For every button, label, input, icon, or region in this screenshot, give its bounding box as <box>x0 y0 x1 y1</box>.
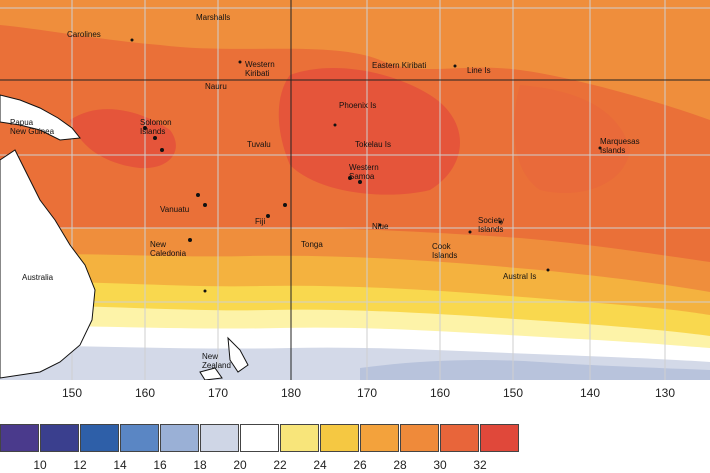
legend-swatch <box>240 424 279 452</box>
graticule <box>0 0 710 380</box>
place-label-line-is: Line Is <box>467 66 491 75</box>
lon-label: 170 <box>207 386 229 400</box>
place-label-niue: Niue <box>372 222 389 231</box>
legend-label: 16 <box>153 458 167 472</box>
place-label-austral-is: Austral Is <box>503 272 537 281</box>
legend-label: 32 <box>473 458 487 472</box>
legend-label: 26 <box>353 458 367 472</box>
island-dots <box>130 38 602 293</box>
place-label-papua-new-guinea: Papua New Guinea <box>10 118 55 136</box>
place-label-marquesas: Marquesas Islands <box>600 137 640 155</box>
legend-swatch <box>280 424 319 452</box>
place-label-australia: Australia <box>22 273 54 282</box>
sst-band-32-west <box>70 109 176 169</box>
sea-surface-temperature-map: Marshalls Carolines Western Kiribati East… <box>0 0 710 380</box>
sst-band-32-east <box>514 85 630 194</box>
legend-label: 22 <box>273 458 287 472</box>
legend-label: 24 <box>313 458 327 472</box>
legend-swatch <box>400 424 439 452</box>
new-guinea-landmass <box>0 94 81 141</box>
place-label-new-zealand: New Zealand <box>202 352 231 370</box>
place-label-nauru: Nauru <box>205 82 227 91</box>
place-label-carolines: Carolines <box>67 30 101 39</box>
temperature-legend <box>0 424 520 452</box>
australia-landmass <box>0 149 96 379</box>
legend-label: 12 <box>73 458 87 472</box>
lon-label: 180 <box>280 386 302 400</box>
place-label-solomon-islands: Solomon Islands <box>140 118 172 136</box>
legend-label: 28 <box>393 458 407 472</box>
place-label-tuvalu: Tuvalu <box>247 140 271 149</box>
new-zealand-north <box>227 336 249 373</box>
legend-label: 20 <box>233 458 247 472</box>
legend-swatch <box>120 424 159 452</box>
place-label-phoenix-is: Phoenix Is <box>339 101 377 110</box>
new-zealand-south <box>199 367 223 380</box>
legend-label: 18 <box>193 458 207 472</box>
sst-band-16 <box>360 360 710 380</box>
legend-label: 10 <box>33 458 47 472</box>
legend-swatch <box>80 424 119 452</box>
legend-swatch <box>480 424 519 452</box>
place-label-western-kiribati: Western Kiribati <box>245 60 275 78</box>
place-label-tokelau: Tokelau Is <box>355 140 392 149</box>
legend-swatch <box>360 424 399 452</box>
place-label-cook-islands: Cook Islands <box>432 242 458 260</box>
legend-swatch <box>320 424 359 452</box>
lon-label: 150 <box>502 386 524 400</box>
lon-label: 160 <box>134 386 156 400</box>
dateline-and-equator <box>0 0 710 380</box>
lon-label: 150 <box>61 386 83 400</box>
legend-swatch <box>0 424 39 452</box>
place-label-vanuatu: Vanuatu <box>160 205 190 214</box>
lon-label: 160 <box>429 386 451 400</box>
lon-label: 140 <box>579 386 601 400</box>
legend-swatch <box>160 424 199 452</box>
legend-swatch <box>200 424 239 452</box>
place-label-society-islands: Society Islands <box>478 216 505 234</box>
place-label-eastern-kiribati: Eastern Kiribati <box>372 61 427 70</box>
place-label-western-samoa: Western Samoa <box>349 163 379 181</box>
sst-band-28-north <box>0 0 710 120</box>
lon-label: 130 <box>654 386 676 400</box>
lon-label: 170 <box>356 386 378 400</box>
legend-label: 30 <box>433 458 447 472</box>
legend-swatch <box>40 424 79 452</box>
legend-label: 14 <box>113 458 127 472</box>
place-label-marshalls: Marshalls <box>196 13 231 22</box>
legend-swatch <box>440 424 479 452</box>
sst-band-32 <box>278 67 460 195</box>
place-label-fiji: Fiji <box>255 217 266 226</box>
place-label-new-caledonia: New Caledonia <box>150 240 187 258</box>
place-label-tonga: Tonga <box>301 240 323 249</box>
